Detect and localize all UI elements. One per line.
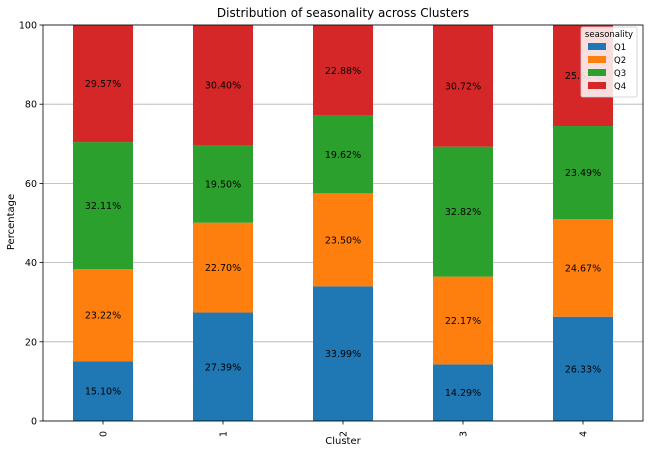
- bar-segment-q2-cluster-3: [433, 276, 493, 365]
- legend-label-q3: Q3: [614, 69, 626, 79]
- y-tick-label: 80: [25, 100, 37, 111]
- bar-segment-q3-cluster-2: [313, 115, 373, 194]
- bar-segment-q3-cluster-4: [553, 126, 613, 220]
- data-label: 19.50%: [205, 180, 241, 191]
- chart-title: Distribution of seasonality across Clust…: [217, 6, 469, 20]
- data-label: 27.39%: [205, 362, 241, 373]
- legend-swatch-q2: [588, 56, 606, 63]
- data-label: 30.72%: [445, 81, 481, 92]
- bar-segment-q4-cluster-2: [313, 25, 373, 116]
- bars: [73, 25, 613, 421]
- data-label: 22.70%: [205, 263, 241, 274]
- bar-segment-q3-cluster-0: [73, 142, 133, 270]
- x-tick-label: 2: [339, 431, 350, 437]
- bar-segment-q2-cluster-2: [313, 193, 373, 287]
- data-label: 23.22%: [85, 311, 121, 322]
- data-label: 14.29%: [445, 388, 481, 399]
- data-label: 24.67%: [565, 263, 601, 274]
- bar-segment-q4-cluster-3: [433, 25, 493, 147]
- y-tick-label: 100: [19, 21, 37, 32]
- data-label: 19.62%: [325, 150, 361, 161]
- data-label: 32.82%: [445, 207, 481, 218]
- data-label: 33.99%: [325, 349, 361, 360]
- y-tick-label: 20: [25, 337, 37, 348]
- legend-swatch-q3: [588, 69, 606, 76]
- bar-segment-q1-cluster-2: [313, 286, 373, 421]
- x-axis-label: Cluster: [325, 436, 361, 447]
- x-tick-label: 4: [579, 431, 590, 437]
- bar-segment-q1-cluster-1: [193, 312, 253, 421]
- bar-segment-q2-cluster-0: [73, 269, 133, 362]
- x-axis: 0 1 2 3 4: [99, 421, 590, 437]
- legend-title: seasonality: [585, 30, 633, 40]
- data-label: 15.10%: [85, 387, 121, 398]
- data-label: 30.40%: [205, 81, 241, 92]
- data-label: 32.11%: [85, 201, 121, 212]
- legend-label-q1: Q1: [614, 43, 626, 53]
- x-tick-label: 1: [219, 431, 230, 437]
- y-axis-label: Percentage: [6, 194, 17, 250]
- bar-segment-q2-cluster-1: [193, 222, 253, 313]
- legend-swatch-q1: [588, 43, 606, 50]
- x-tick-label: 3: [459, 431, 470, 437]
- bar-segment-q2-cluster-4: [553, 219, 613, 317]
- legend-label-q4: Q4: [614, 82, 626, 92]
- data-label: 22.88%: [325, 66, 361, 77]
- data-label: 22.17%: [445, 316, 481, 327]
- bar-segment-q4-cluster-0: [73, 25, 133, 143]
- data-label: 23.49%: [565, 168, 601, 179]
- bar-segment-q1-cluster-0: [73, 361, 133, 421]
- y-tick-label: 0: [31, 417, 37, 428]
- bar-segment-q1-cluster-4: [553, 316, 613, 421]
- bar-segment-q3-cluster-1: [193, 145, 253, 223]
- bar-segment-q4-cluster-1: [193, 25, 253, 146]
- data-label: 23.50%: [325, 235, 361, 246]
- legend-swatch-q4: [588, 82, 606, 89]
- y-tick-label: 40: [25, 258, 37, 269]
- y-axis: 0 20 40 60 80 100: [19, 21, 43, 428]
- data-label: 29.57%: [85, 79, 121, 90]
- y-tick-label: 60: [25, 179, 37, 190]
- legend: seasonality Q1 Q2 Q3 Q4: [580, 26, 638, 98]
- bar-segment-q1-cluster-3: [433, 364, 493, 421]
- bar-segment-q3-cluster-3: [433, 146, 493, 277]
- x-tick-label: 0: [99, 431, 110, 437]
- data-label: 26.33%: [565, 364, 601, 375]
- legend-label-q2: Q2: [614, 56, 626, 66]
